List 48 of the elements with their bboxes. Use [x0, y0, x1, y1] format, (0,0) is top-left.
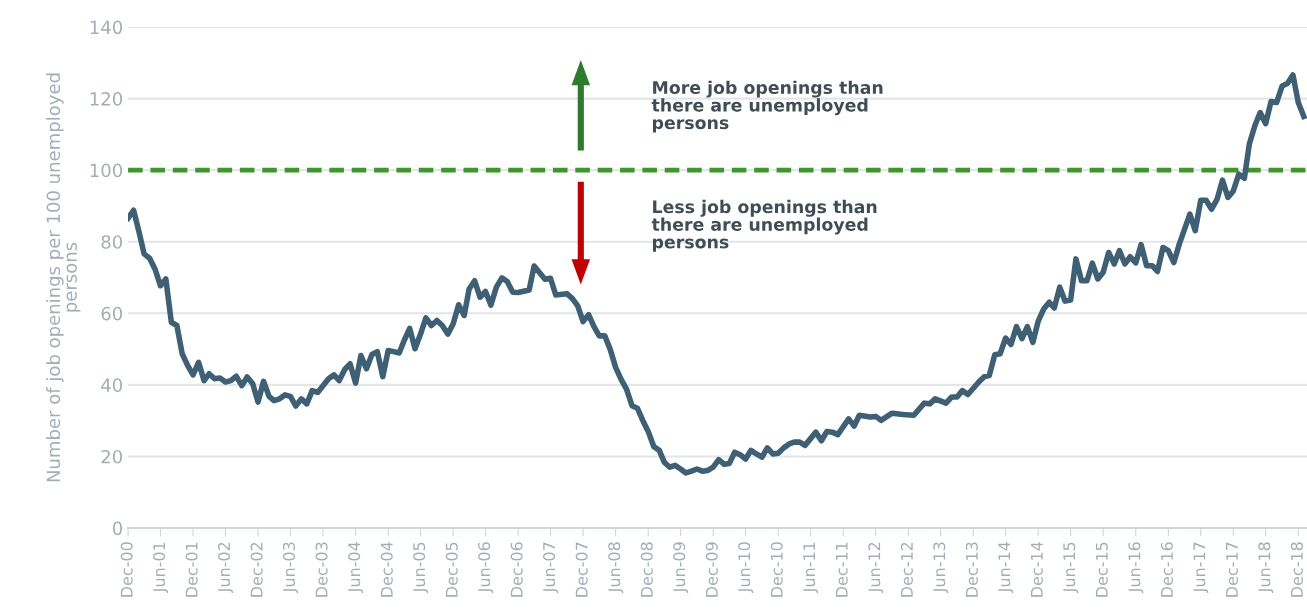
x-tick-label: Dec-04: [380, 542, 393, 597]
y-tick-label: 20: [101, 449, 123, 464]
annotation: Less job openings than there are unemployed persons: [651, 199, 877, 252]
x-tick-label: Dec-15: [1095, 542, 1108, 597]
x-tick-label: Jun-01: [153, 542, 169, 594]
x-tick-label: Dec-12: [900, 542, 913, 597]
x-tick-label: Jun-11: [803, 542, 819, 594]
x-tick-label: Dec-09: [705, 542, 718, 597]
x-tick-label: Jun-08: [608, 542, 624, 594]
x-tick-label: Dec-01: [185, 542, 198, 597]
x-tick-label: Dec-14: [1030, 542, 1043, 597]
x-tick-label: Jun-10: [738, 542, 754, 594]
x-tick-label: Dec-17: [1226, 542, 1238, 597]
x-tick-label: Dec-05: [445, 542, 458, 597]
y-axis-title: Number of job openings per 100 unemployed persons: [46, 73, 81, 482]
x-tick-label: Dec-06: [510, 542, 523, 597]
x-tick-label: Dec-11: [835, 542, 848, 597]
x-tick-label: Jun-02: [218, 542, 234, 594]
annotation: More job openings than there are unemployed persons: [651, 80, 883, 133]
y-tick-label: 100: [90, 163, 123, 178]
x-tick-label: Dec-08: [640, 542, 653, 597]
y-tick-label: 80: [101, 235, 123, 249]
x-tick-label: Jun-07: [543, 542, 559, 594]
x-tick-label: Dec-18: [1290, 542, 1303, 597]
x-tick-label: Dec-02: [250, 542, 263, 597]
x-tick-label: Dec-07: [575, 542, 588, 597]
x-tick-label: Jun-12: [868, 542, 884, 594]
x-tick-label: Jun-16: [1128, 542, 1144, 594]
x-tick-label: Jun-14: [998, 542, 1014, 594]
x-tick-label: Jun-04: [348, 542, 364, 594]
y-tick-label: 0: [112, 521, 123, 536]
y-tick-label: 120: [90, 92, 123, 106]
x-tick-label: Dec-16: [1160, 542, 1173, 597]
x-tick-label: Jun-13: [933, 542, 949, 594]
x-tick-label: Dec-00: [120, 542, 133, 597]
x-tick-label: Jun-05: [413, 542, 429, 594]
y-tick-label: 140: [90, 20, 123, 35]
x-tick-label: Jun-18: [1258, 542, 1274, 594]
x-tick-label: Jun-03: [282, 542, 299, 594]
x-tick-label: Jun-17: [1193, 542, 1209, 594]
y-tick-label: 40: [101, 378, 123, 393]
x-tick-label: Jun-06: [478, 542, 494, 594]
x-tick-label: Dec-03: [315, 542, 328, 597]
x-tick-label: Jun-15: [1063, 542, 1079, 594]
x-tick-label: Jun-09: [673, 542, 689, 594]
y-tick-label: 60: [101, 306, 123, 321]
x-tick-label: Dec-10: [770, 542, 783, 597]
x-tick-label: Dec-13: [965, 542, 978, 597]
